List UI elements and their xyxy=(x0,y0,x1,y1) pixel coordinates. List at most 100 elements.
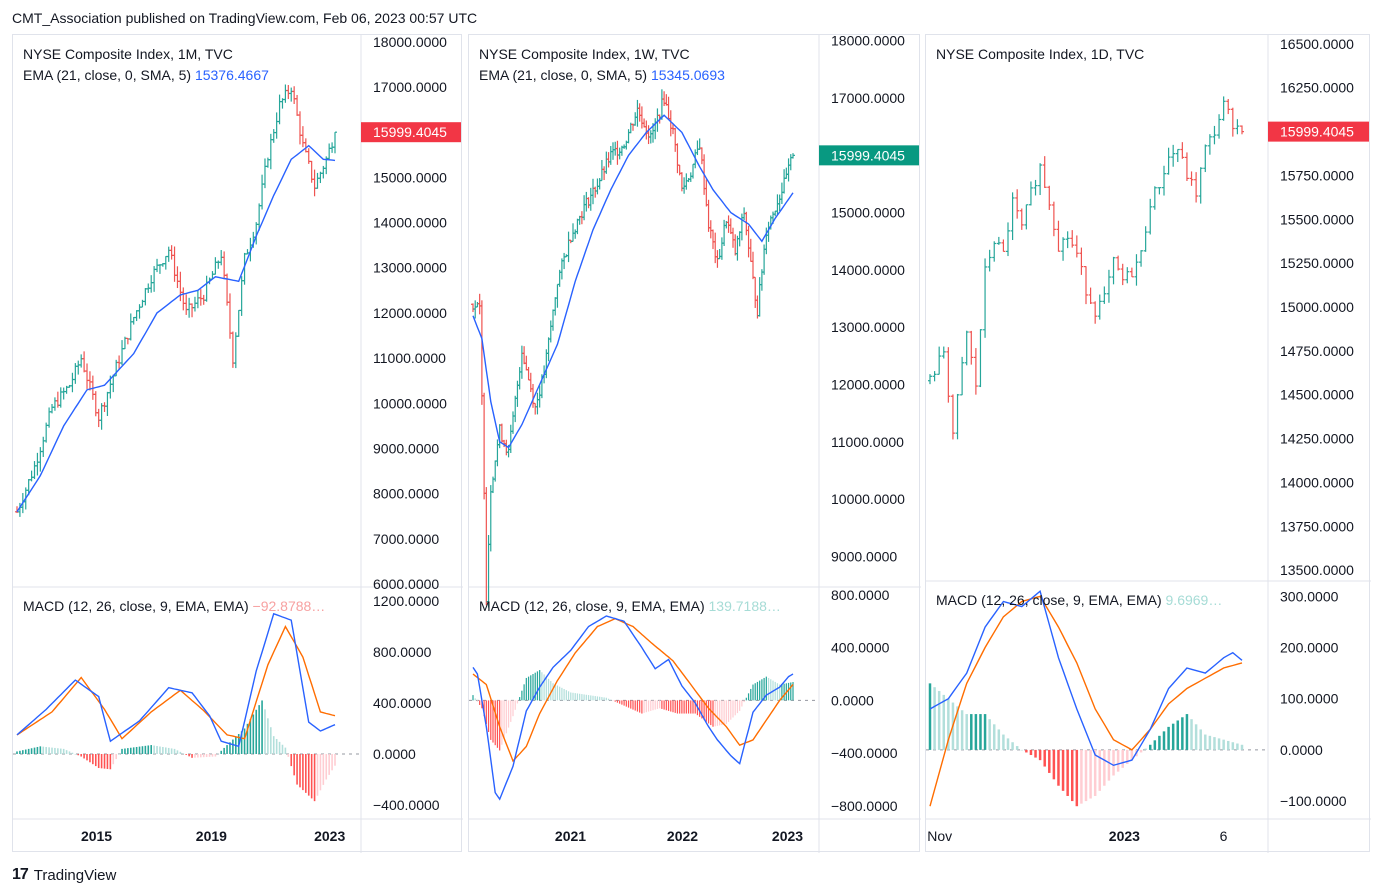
macd-histogram-bar xyxy=(754,683,756,701)
macd-histogram-bar xyxy=(1011,742,1014,750)
price-bar xyxy=(484,487,489,606)
macd-signal-line xyxy=(16,624,336,740)
macd-histogram-bar xyxy=(765,676,767,701)
macd-histogram-bar xyxy=(750,688,752,701)
price-bar xyxy=(566,231,571,263)
macd-histogram-bar xyxy=(937,691,941,750)
price-bar xyxy=(611,142,615,160)
price-bar xyxy=(70,372,75,393)
macd-histogram-bar xyxy=(992,724,996,750)
macd-histogram-bar xyxy=(725,700,727,725)
macd-legend: MACD (12, 26, close, 9, EMA, EMA) 9.6969… xyxy=(936,592,1222,608)
macd-histogram-bar xyxy=(672,700,674,713)
price-bar xyxy=(315,172,320,189)
price-bar xyxy=(50,404,55,414)
macd-histogram-bar xyxy=(16,751,18,754)
macd-histogram-bar xyxy=(62,748,65,754)
macd-histogram-bar xyxy=(770,679,772,701)
time-tick-label: 2019 xyxy=(196,828,227,844)
price-bar xyxy=(477,293,482,315)
price-bar xyxy=(41,436,46,457)
price-bar xyxy=(546,337,551,362)
macd-histogram-bar xyxy=(316,753,319,796)
price-bar xyxy=(1079,247,1084,275)
price-bar xyxy=(1074,235,1079,258)
price-bar xyxy=(488,485,493,552)
price-bar xyxy=(1162,165,1166,196)
price-bar xyxy=(1065,231,1070,249)
macd-histogram-bar xyxy=(258,705,260,754)
price-tick-label: 10000.0000 xyxy=(373,395,447,411)
macd-tick-label: −400.0000 xyxy=(373,797,440,813)
chart-panel-monthly[interactable]: 18000.000017000.000016000.000015000.0000… xyxy=(12,34,463,853)
macd-histogram-bar xyxy=(790,682,792,701)
price-bar xyxy=(635,99,640,127)
macd-histogram-bar xyxy=(100,753,103,769)
price-tick-label: 12000.0000 xyxy=(831,376,905,392)
price-bar xyxy=(166,246,171,262)
chart-panel-weekly[interactable]: 18000.000017000.000016000.000015000.0000… xyxy=(468,34,921,853)
price-bar xyxy=(1102,286,1107,304)
macd-histogram-bar xyxy=(1020,749,1024,751)
price-bar xyxy=(535,392,540,415)
macd-histogram-bar xyxy=(556,685,559,701)
price-bar xyxy=(1097,294,1102,320)
macd-histogram-bar xyxy=(716,700,719,726)
macd-histogram-bar xyxy=(979,714,982,750)
price-bar xyxy=(784,167,789,179)
macd-histogram-bar xyxy=(781,684,783,701)
macd-histogram-bar xyxy=(1167,726,1170,750)
price-bar xyxy=(1189,171,1194,186)
macd-histogram-bar xyxy=(1217,738,1221,750)
price-bar xyxy=(297,111,302,145)
price-bar xyxy=(1171,144,1176,167)
price-bar xyxy=(190,303,195,318)
macd-histogram-bar xyxy=(1107,749,1111,781)
price-bar xyxy=(236,309,241,337)
macd-histogram-bar xyxy=(144,745,147,754)
macd-histogram-bar xyxy=(1190,719,1193,750)
macd-histogram-bar xyxy=(36,746,39,754)
macd-histogram-bar xyxy=(1070,749,1074,802)
tradingview-logo-icon[interactable]: 17 xyxy=(12,866,29,883)
macd-histogram-bar xyxy=(559,686,561,701)
macd-histogram-bar xyxy=(1153,740,1157,750)
price-bar xyxy=(626,129,631,144)
price-tick-label: 15500.0000 xyxy=(1280,211,1354,227)
macd-histogram-bar xyxy=(138,746,141,754)
price-bar xyxy=(691,163,695,179)
macd-histogram-bar xyxy=(208,753,211,757)
chart-panel-daily[interactable]: 16500.000016250.000016000.000015750.0000… xyxy=(925,34,1371,853)
time-tick-label: 2023 xyxy=(772,828,803,844)
macd-histogram-bar xyxy=(194,753,196,758)
macd-histogram-bar xyxy=(787,682,790,701)
price-bar xyxy=(175,266,180,289)
price-bar xyxy=(1125,267,1130,284)
macd-histogram-bar xyxy=(563,688,565,701)
price-bar xyxy=(105,391,110,416)
macd-histogram-bar xyxy=(734,700,736,716)
price-tick-label: 14000.0000 xyxy=(1280,474,1354,490)
macd-histogram-bar xyxy=(1038,749,1042,761)
macd-histogram-bar xyxy=(621,700,623,705)
macd-histogram-bar xyxy=(1126,749,1129,764)
price-tick-label: 15250.0000 xyxy=(1280,255,1354,271)
price-bar xyxy=(1212,125,1217,145)
macd-histogram-bar xyxy=(293,753,295,776)
macd-line xyxy=(472,615,794,801)
macd-histogram-bar xyxy=(474,698,476,701)
macd-histogram-bar xyxy=(153,745,155,754)
macd-histogram-bar xyxy=(45,746,47,754)
macd-line xyxy=(929,589,1243,767)
macd-histogram-bar xyxy=(683,700,685,714)
macd-histogram-bar xyxy=(692,700,694,714)
macd-histogram-bar xyxy=(523,684,525,701)
macd-histogram-bar xyxy=(476,700,479,702)
footer: 17 TradingView xyxy=(12,864,116,886)
macd-histogram-bar xyxy=(86,753,88,761)
macd-histogram-bar xyxy=(592,695,594,701)
macd-histogram-bar xyxy=(654,700,656,710)
macd-histogram-bar xyxy=(1025,749,1028,753)
macd-histogram-bar xyxy=(767,677,770,701)
brand-name[interactable]: TradingView xyxy=(33,866,117,884)
